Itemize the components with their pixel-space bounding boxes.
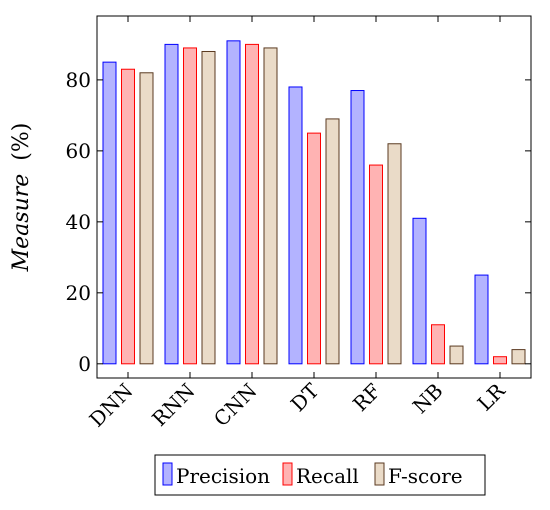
- y-tick-label: 0: [78, 352, 91, 376]
- bars-layer: [102, 40, 526, 365]
- bar-recall-cnn: [245, 43, 259, 365]
- bar-precision-lr: [474, 274, 489, 365]
- y-tick-label: 80: [66, 68, 91, 92]
- bar-recall-lr: [493, 356, 507, 365]
- bar-f-score-lr: [511, 349, 526, 365]
- legend-label-recall: Recall: [296, 464, 359, 488]
- legend-box: [154, 454, 486, 496]
- bar-recall-rf: [369, 164, 383, 365]
- bar-recall-nb: [431, 324, 445, 365]
- y-tick-label: 40: [66, 210, 91, 234]
- y-tick-label: 20: [66, 281, 91, 305]
- bar-precision-dnn: [102, 61, 117, 365]
- bar-f-score-rnn: [201, 50, 216, 365]
- y-axis-title-main: Measure: [9, 174, 34, 273]
- bar-precision-nb: [412, 217, 427, 365]
- bar-precision-cnn: [226, 40, 241, 365]
- legend-swatch-recall: [282, 462, 293, 486]
- x-tick-label: RNN: [147, 379, 199, 431]
- x-tick-label: DNN: [84, 379, 137, 432]
- bar-f-score-cnn: [263, 47, 278, 365]
- bar-f-score-nb: [449, 345, 464, 365]
- bar-recall-dt: [307, 132, 321, 365]
- y-tick-label: 60: [66, 139, 91, 163]
- bar-recall-dnn: [121, 68, 135, 365]
- y-axis-title-unit: (%): [9, 123, 34, 161]
- legend: Precision Recall F-score: [154, 454, 486, 496]
- x-tick-label: DT: [286, 378, 324, 416]
- bar-recall-rnn: [183, 47, 197, 365]
- bar-f-score-dnn: [139, 72, 154, 365]
- bar-precision-dt: [288, 86, 303, 365]
- bar-precision-rf: [350, 90, 365, 365]
- x-tick-label: LR: [473, 378, 511, 416]
- legend-swatch-precision: [162, 462, 173, 486]
- x-tick-label: CNN: [209, 379, 262, 432]
- legend-swatch-f-score: [374, 462, 385, 486]
- y-axis: 0 20 40 60 80: [66, 68, 531, 376]
- bar-precision-rnn: [164, 43, 179, 365]
- bar-f-score-dt: [325, 118, 340, 365]
- legend-label-precision: Precision: [176, 464, 270, 488]
- bar-f-score-rf: [387, 143, 402, 365]
- x-tick-label: NB: [408, 379, 448, 419]
- y-axis-title: Measure (%): [9, 123, 34, 273]
- x-tick-label: RF: [348, 378, 386, 416]
- legend-label-f-score: F-score: [388, 464, 463, 488]
